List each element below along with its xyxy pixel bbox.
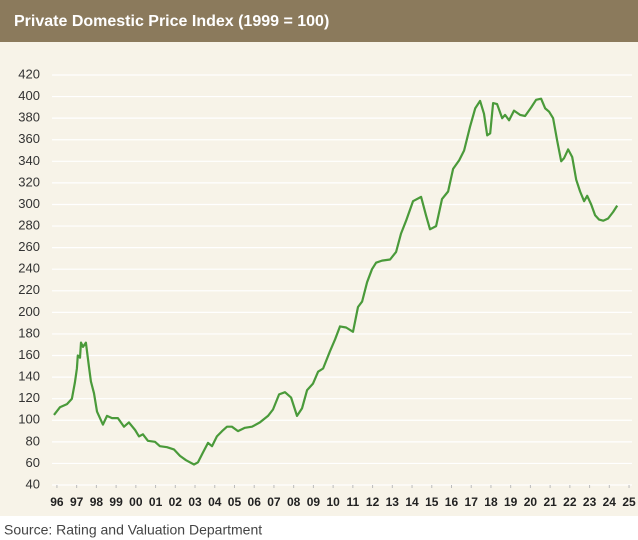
y-tick-label: 260 [18, 239, 40, 254]
chart-title: Private Domestic Price Index (1999 = 100… [14, 13, 329, 30]
x-tick-label: 08 [287, 495, 301, 509]
x-tick-label: 11 [347, 495, 360, 509]
x-tick-label: 10 [326, 495, 340, 509]
x-tick-label: 05 [228, 495, 242, 509]
x-tick-label: 17 [465, 495, 479, 509]
x-tick-label: 15 [425, 495, 439, 509]
x-tick-label: 03 [188, 495, 202, 509]
source-note: Source: Rating and Valuation Department [4, 522, 262, 538]
x-tick-label: 18 [484, 495, 498, 509]
x-tick-label: 96 [50, 495, 64, 509]
x-tick-label: 99 [109, 495, 123, 509]
x-tick-label: 01 [149, 495, 163, 509]
data-line [53, 97, 619, 466]
y-tick-label: 300 [18, 196, 40, 211]
y-tick-label: 340 [18, 153, 40, 168]
header-bar [0, 0, 638, 42]
x-tick-label: 98 [90, 495, 104, 509]
x-tick-label: 16 [445, 495, 459, 509]
x-tick-label: 02 [169, 495, 183, 509]
y-tick-label: 80 [26, 433, 40, 448]
y-tick-label: 380 [18, 110, 40, 125]
x-tick-label: 19 [504, 495, 518, 509]
y-tick-label: 160 [18, 347, 40, 362]
y-tick-label: 100 [18, 412, 40, 427]
x-tick-label: 00 [129, 495, 143, 509]
y-tick-label: 400 [18, 88, 40, 103]
x-tick-label: 24 [603, 495, 617, 509]
x-tick-label: 09 [307, 495, 321, 509]
x-tick-label: 14 [405, 495, 419, 509]
y-tick-label: 320 [18, 174, 40, 189]
y-tick-label: 60 [26, 455, 40, 470]
y-tick-label: 220 [18, 282, 40, 297]
x-tick-label: 06 [248, 495, 262, 509]
y-tick-label: 280 [18, 217, 40, 232]
x-tick-label: 20 [524, 495, 538, 509]
x-tick-label: 12 [366, 495, 380, 509]
y-tick-label: 200 [18, 304, 40, 319]
x-tick-label: 25 [622, 495, 636, 509]
y-tick-label: 360 [18, 131, 40, 146]
y-tick-label: 180 [18, 325, 40, 340]
x-tick-label: 97 [70, 495, 84, 509]
x-tick-label: 07 [267, 495, 281, 509]
y-tick-label: 120 [18, 390, 40, 405]
x-tick-label: 22 [563, 495, 577, 509]
chart-panel [0, 42, 638, 516]
y-tick-label: 420 [18, 66, 40, 81]
y-tick-label: 140 [18, 369, 40, 384]
x-tick-label: 04 [208, 495, 222, 509]
y-tick-label: 40 [26, 476, 40, 491]
x-tick-label: 13 [386, 495, 400, 509]
x-tick-label: 21 [543, 495, 557, 509]
y-tick-label: 240 [18, 261, 40, 276]
x-tick-label: 23 [583, 495, 597, 509]
